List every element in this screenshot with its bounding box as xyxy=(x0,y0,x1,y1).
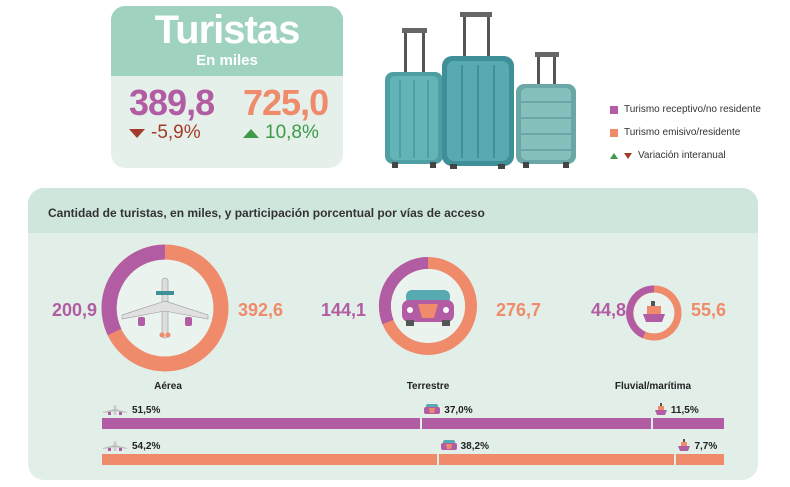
aerea-emisivo-value: 392,6 xyxy=(238,300,284,320)
kpi-receptivo-change-text: -5,9% xyxy=(151,122,201,143)
aerea-receptivo-value: 200,9 xyxy=(52,300,98,320)
down-arrow-icon xyxy=(624,152,632,159)
panel-title: Cantidad de turistas, en miles, y partic… xyxy=(48,206,485,220)
kpi-emisivo-value: 725,0 xyxy=(243,82,329,123)
kpi-emisivo: 725,0 10,8% xyxy=(243,82,329,144)
share-bar-label: 51,5% xyxy=(132,405,161,416)
tourists-summary-card: Turistas En miles 389,8 -5,9% 725,0 10,8… xyxy=(111,6,343,168)
share-bar-segment xyxy=(652,418,724,429)
page-subtitle: En miles xyxy=(196,52,258,69)
donut-fluvial xyxy=(626,285,682,341)
share-bar-segment xyxy=(676,454,724,465)
suitcase-middle-icon xyxy=(442,12,514,169)
page-title: Turistas xyxy=(154,8,301,52)
airplane-icon xyxy=(102,403,128,421)
airplane-icon xyxy=(102,439,128,457)
up-arrow-icon xyxy=(243,128,259,138)
legend-label-emisivo: Turismo emisivo/residente xyxy=(624,127,741,138)
share-bar-segment xyxy=(102,418,421,429)
terrestre-label: Terrestre xyxy=(406,381,450,392)
kpi-receptivo: 389,8 -5,9% xyxy=(129,82,215,144)
terrestre-emisivo-value: 276,7 xyxy=(496,300,542,320)
down-arrow-icon xyxy=(129,128,145,138)
kpi-emisivo-change: 10,8% xyxy=(243,122,328,144)
share-bar-label: 7,7% xyxy=(694,441,718,452)
share-bar-segment xyxy=(102,454,437,465)
legend-label-variacion: Variación interanual xyxy=(638,150,726,161)
donut-aerea xyxy=(101,244,229,372)
share-bar-label: 54,2% xyxy=(132,441,161,452)
share-bar-label: 11,5% xyxy=(670,405,699,416)
summary-header: Turistas En miles xyxy=(111,6,343,76)
car-icon xyxy=(424,403,441,421)
kpi-emisivo-change-text: 10,8% xyxy=(265,122,319,143)
donut-terrestre xyxy=(378,256,477,355)
suitcase-right-icon xyxy=(516,52,576,168)
access-routes-panel: Cantidad de turistas, en miles, y partic… xyxy=(28,188,758,480)
share-bar-segment xyxy=(438,454,675,465)
ship-icon xyxy=(654,403,667,421)
share-bar-label: 37,0% xyxy=(444,405,473,416)
ship-icon xyxy=(643,301,665,322)
up-arrow-icon xyxy=(610,152,618,159)
legend-label-receptivo: Turismo receptivo/no residente xyxy=(624,104,761,115)
fluvial-label: Fluvial/marítima xyxy=(614,381,692,392)
luggage-illustration xyxy=(385,12,576,169)
kpi-receptivo-value: 389,8 xyxy=(129,82,215,123)
share-bar-segment xyxy=(422,418,651,429)
panel-header: Cantidad de turistas, en miles, y partic… xyxy=(28,188,758,233)
legend: Turismo receptivo/no residente Turismo e… xyxy=(610,104,761,161)
legend-item-receptivo: Turismo receptivo/no residente xyxy=(610,104,761,115)
legend-swatch-receptivo xyxy=(610,105,618,114)
airplane-icon xyxy=(121,277,209,339)
kpi-receptivo-change: -5,9% xyxy=(129,122,214,144)
car-icon xyxy=(402,290,454,326)
share-bar-label: 38,2% xyxy=(460,441,489,452)
fluvial-receptivo-value: 44,8 xyxy=(591,300,627,320)
aerea-label: Aérea xyxy=(154,381,182,392)
suitcase-left-icon xyxy=(385,28,443,168)
car-icon xyxy=(440,439,457,457)
legend-item-variacion: Variación interanual xyxy=(610,150,761,161)
legend-item-emisivo: Turismo emisivo/residente xyxy=(610,127,761,138)
fluvial-emisivo-value: 55,6 xyxy=(691,300,727,320)
ship-icon xyxy=(678,439,691,457)
terrestre-receptivo-value: 144,1 xyxy=(321,300,367,320)
legend-swatch-emisivo xyxy=(610,128,618,137)
